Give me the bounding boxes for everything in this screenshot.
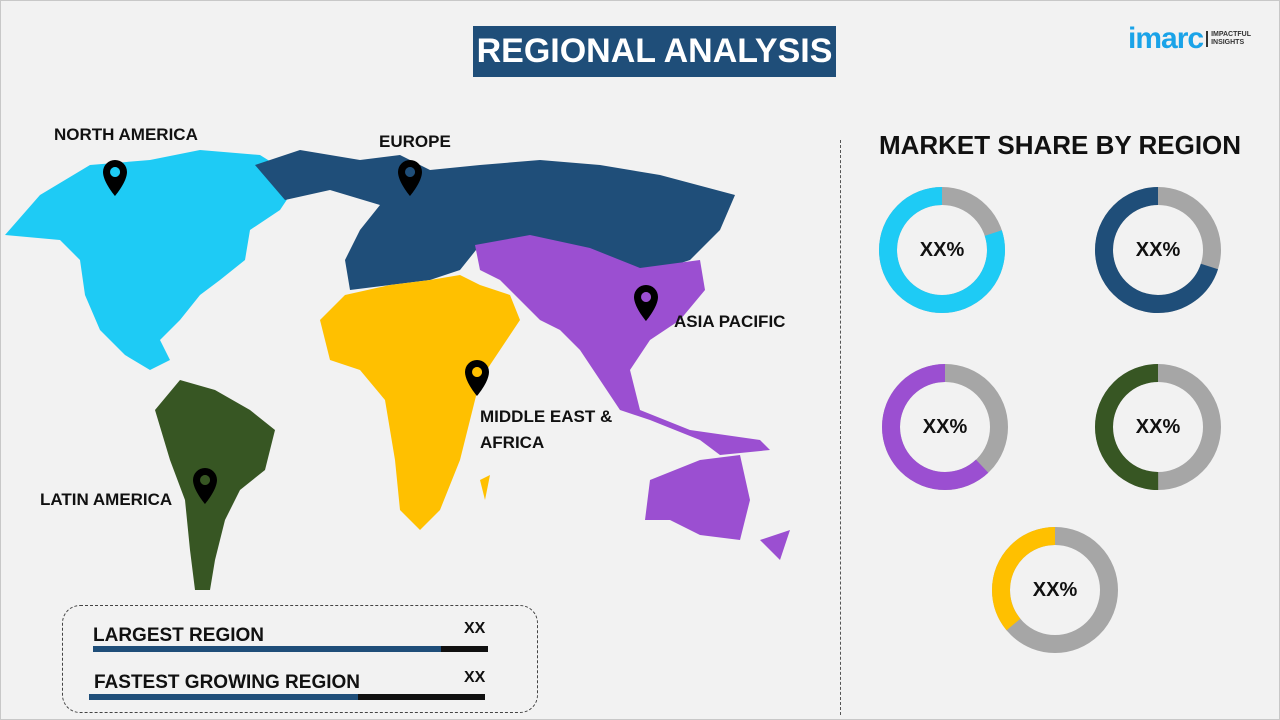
donut-chart-latin-america: XX% bbox=[1093, 362, 1223, 492]
fastest-region-bar bbox=[89, 694, 485, 700]
region-north-america bbox=[5, 150, 300, 370]
map-pin-icon bbox=[634, 285, 658, 321]
largest-region-label: LARGEST REGION bbox=[93, 625, 265, 646]
donut-share-arc bbox=[1095, 187, 1221, 313]
map-pin-icon bbox=[398, 160, 422, 196]
donut-share-arc bbox=[882, 364, 1008, 490]
donut-value: XX% bbox=[922, 415, 968, 438]
region-europe-russia bbox=[255, 150, 735, 290]
donut-chart-asia-pacific: XX% bbox=[880, 362, 1010, 492]
donut-value: XX% bbox=[919, 238, 965, 261]
donut-value: XX% bbox=[1032, 578, 1078, 601]
summary-box bbox=[62, 605, 538, 713]
donut-chart-europe: XX% bbox=[1093, 185, 1223, 315]
largest-region-value: XX bbox=[464, 620, 486, 637]
donut-value: XX% bbox=[1135, 238, 1181, 261]
donut-chart-north-america: XX% bbox=[877, 185, 1007, 315]
donut-value: XX% bbox=[1135, 415, 1181, 438]
market-share-title: MARKET SHARE BY REGION bbox=[878, 130, 1242, 160]
donut-share-arc bbox=[879, 187, 1005, 313]
map-pin-icon bbox=[465, 360, 489, 396]
divider bbox=[840, 140, 841, 715]
world-map bbox=[5, 150, 790, 590]
label-europe: EUROPE bbox=[379, 132, 451, 151]
label-middle-east-africa: MIDDLE EAST & AFRICA bbox=[480, 407, 613, 452]
logo-text: imarc bbox=[1128, 22, 1204, 55]
fastest-region-label: FASTEST GROWING REGION bbox=[94, 672, 361, 693]
largest-region-bar bbox=[93, 646, 488, 652]
imarc-logo: imarc IMPACTFUL INSIGHTS bbox=[1128, 22, 1251, 56]
donut-chart-middle-east-africa: XX% bbox=[990, 525, 1120, 655]
page-title: REGIONAL ANALYSIS bbox=[473, 26, 836, 77]
map-pin-icon bbox=[103, 160, 127, 196]
donut-share-arc bbox=[1095, 364, 1221, 490]
logo-tagline: IMPACTFUL INSIGHTS bbox=[1206, 31, 1251, 47]
label-north-america: NORTH AMERICA bbox=[54, 125, 198, 144]
label-asia-pacific: ASIA PACIFIC bbox=[674, 312, 786, 331]
pins bbox=[103, 160, 658, 504]
donut-share-arc bbox=[992, 527, 1118, 653]
tagline-2: INSIGHTS bbox=[1211, 39, 1245, 46]
region-asia-pacific bbox=[475, 235, 790, 560]
fastest-region-value: XX bbox=[464, 669, 486, 686]
region-middle-east-africa bbox=[320, 275, 520, 530]
tagline-1: IMPACTFUL bbox=[1211, 31, 1251, 38]
map-pin-icon bbox=[193, 468, 217, 504]
label-latin-america: LATIN AMERICA bbox=[40, 490, 173, 509]
